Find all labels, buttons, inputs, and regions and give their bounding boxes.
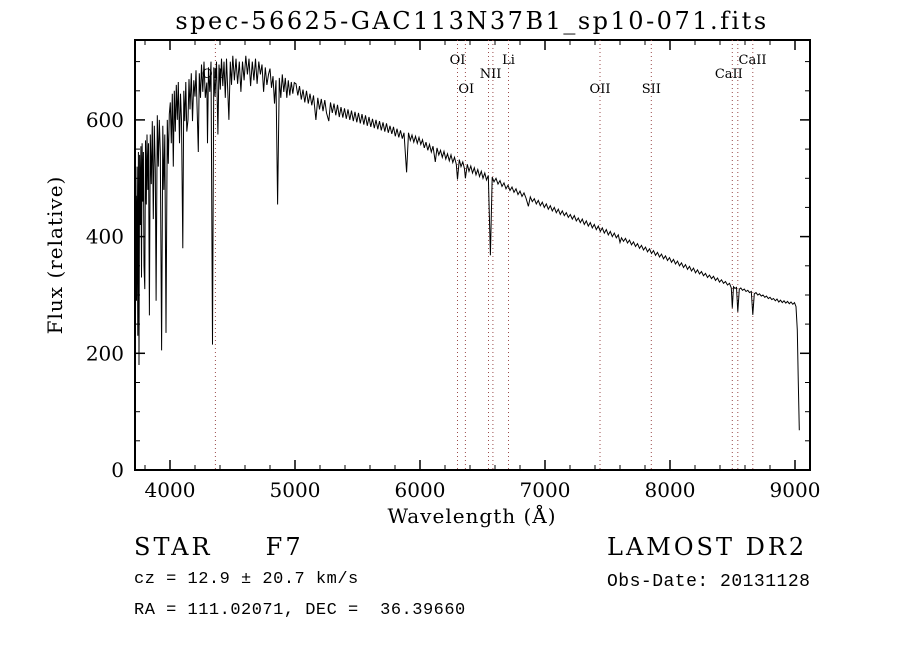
y-tick-label: 0: [111, 458, 124, 482]
spectral-marker-label: CaII: [715, 67, 743, 82]
spectral-marker-label: OII: [590, 82, 611, 97]
y-tick-label: 600: [86, 108, 124, 132]
x-tick-label: 9000: [770, 478, 821, 502]
spectrum-trace: [134, 55, 800, 431]
y-tick-label: 400: [86, 225, 124, 249]
y-tick-label: 200: [86, 341, 124, 365]
x-tick-label: 5000: [270, 478, 321, 502]
chart-title: spec-56625-GAC113N37B1_sp10-071.fits: [175, 7, 768, 35]
spectral-marker-label: NII: [480, 67, 502, 82]
x-tick-label: 6000: [395, 478, 446, 502]
survey-label: LAMOST DR2: [607, 533, 808, 561]
spectral-marker-label: OII: [202, 67, 223, 82]
cz-velocity-text: cz = 12.9 ± 20.7 km/s: [134, 570, 359, 589]
x-tick-label: 7000: [520, 478, 571, 502]
y-axis-title: Flux (relative): [43, 176, 67, 335]
spectral-marker-label: OI: [458, 82, 474, 97]
plot-frame: [134, 39, 811, 471]
x-tick-label: 8000: [645, 478, 696, 502]
object-class-label: STAR F7: [134, 533, 304, 561]
spectral-marker-label: CaII: [739, 53, 767, 68]
x-axis-title: Wavelength (Å): [387, 503, 556, 528]
ra-dec-text: RA = 111.02071, DEC = 36.39660: [134, 601, 466, 620]
x-tick-label: 4000: [145, 478, 196, 502]
spectral-marker-label: OI: [450, 53, 466, 68]
spectral-marker-label: Li: [502, 53, 515, 68]
spectral-marker-label: SII: [642, 82, 661, 97]
obs-date-text: Obs-Date: 20131128: [607, 572, 811, 592]
